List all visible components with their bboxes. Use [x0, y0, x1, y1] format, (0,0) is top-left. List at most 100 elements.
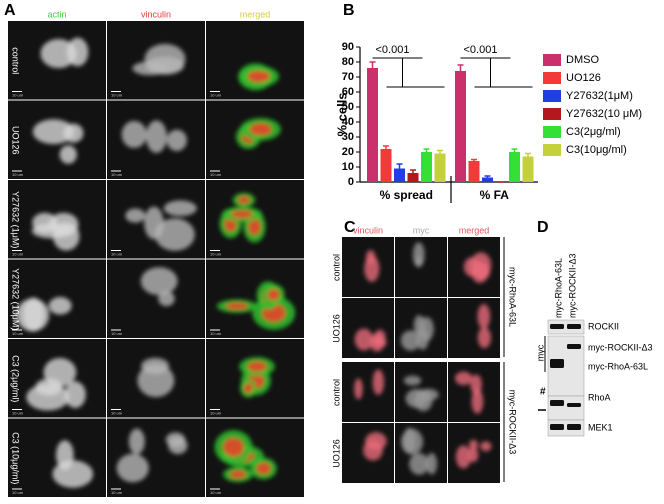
- group-label: myc-ROCKII-Δ3: [508, 390, 518, 455]
- y-tick-label: 60: [342, 86, 354, 98]
- band: [567, 324, 581, 329]
- scale-bar-label: 10 um: [210, 490, 222, 495]
- column-header: myc: [413, 225, 430, 235]
- cell-blob: [477, 303, 491, 330]
- cells: [400, 427, 438, 475]
- lane-label: myc-ROCKII-Δ3: [567, 253, 577, 318]
- band: [567, 344, 581, 349]
- scale-bar-label: 10 um: [111, 172, 123, 177]
- micrograph: [206, 259, 304, 338]
- cells: [477, 303, 491, 349]
- y-axis-label: % cells: [334, 92, 349, 136]
- cell-blob: [40, 38, 77, 69]
- cell-blob: [128, 428, 145, 455]
- cells: [235, 117, 281, 149]
- scale-bar-label: 10 um: [12, 411, 24, 416]
- legend-label: UO126: [566, 72, 601, 84]
- myc-label: myc: [535, 344, 545, 361]
- y-tick-label: 90: [342, 41, 354, 53]
- legend-label: C3(2μg/ml): [566, 126, 621, 138]
- cell-blob: [144, 43, 186, 75]
- cell-blob: [31, 223, 72, 239]
- cell-blob: [166, 129, 187, 152]
- cell-blob: [468, 439, 479, 450]
- cells: [454, 371, 484, 414]
- bar: [468, 161, 480, 182]
- cells: [364, 250, 380, 282]
- legend-swatch: [543, 126, 561, 138]
- bar: [509, 152, 520, 182]
- scale-bar-label: 10 um: [111, 411, 123, 416]
- x-tick-label: % spread: [380, 188, 433, 202]
- bar: [482, 177, 493, 182]
- cell-blob: [163, 200, 197, 217]
- cell-blob: [248, 217, 261, 236]
- marker: #: [540, 387, 546, 398]
- group-label: myc-RhoA-63L: [508, 267, 518, 327]
- cell-blob: [64, 381, 86, 409]
- cells: [140, 267, 178, 307]
- band: [550, 324, 564, 329]
- cell-blob: [225, 302, 248, 310]
- column-header: vinculin: [353, 225, 383, 235]
- scale-bar-label: 10 um: [111, 93, 123, 98]
- band-label: RhoA: [588, 392, 611, 402]
- cells: [216, 281, 296, 330]
- scale-bar-label: 10 um: [12, 331, 24, 336]
- panel-label: B: [343, 2, 355, 19]
- cell-blob: [354, 328, 374, 351]
- lane-label: myc-RhoA-63L: [553, 258, 563, 318]
- y-tick-label: 40: [342, 116, 354, 128]
- legend-swatch: [543, 72, 561, 84]
- cells: [137, 357, 175, 398]
- cell-blob: [116, 453, 149, 483]
- cell-blob: [223, 437, 244, 457]
- cells: [239, 357, 275, 398]
- cells: [403, 375, 439, 412]
- row-label: Y27632 (10μM): [11, 268, 21, 330]
- y-tick-label: 70: [342, 71, 354, 83]
- legend-swatch: [543, 108, 561, 120]
- row-label: C3 (2μg/ml): [11, 355, 21, 402]
- cell-blob: [249, 123, 272, 136]
- micrograph: [342, 362, 394, 422]
- y-tick-label: 80: [342, 56, 354, 68]
- cell-blob: [454, 371, 473, 386]
- row-label: control: [11, 47, 21, 74]
- bar: [522, 156, 534, 182]
- cell-blob: [125, 208, 146, 223]
- annotation: <0.001: [376, 44, 410, 56]
- row-label: UO126: [11, 126, 21, 155]
- cell-blob: [403, 427, 416, 454]
- cell-blob: [455, 445, 471, 469]
- cell-blob: [154, 218, 195, 251]
- cell-blob: [229, 470, 247, 479]
- scale-bar-label: 10 um: [12, 252, 24, 257]
- y-tick-label: 20: [342, 146, 354, 158]
- scale-bar-label: 10 um: [111, 331, 123, 336]
- y-tick-label: 50: [342, 101, 354, 113]
- legend-swatch: [543, 144, 561, 156]
- cell-blob: [409, 453, 429, 475]
- bar: [455, 71, 466, 182]
- legend-label: Y27632(10 μM): [566, 108, 642, 120]
- cell-blob: [414, 389, 433, 412]
- scale-bar-label: 10 um: [210, 93, 222, 98]
- cell-blob: [141, 357, 170, 375]
- bar: [394, 168, 405, 182]
- cell-blob: [247, 361, 267, 372]
- cells: [354, 369, 385, 400]
- cell-blob: [32, 119, 75, 145]
- column-header: vinculin: [141, 9, 171, 19]
- cell-blob: [230, 210, 254, 219]
- cell-blob: [372, 369, 385, 395]
- cells: [121, 120, 187, 153]
- scale-bar-label: 10 um: [111, 252, 123, 257]
- cell-blob: [354, 378, 363, 400]
- cell-blob: [121, 120, 147, 149]
- cells: [219, 192, 266, 243]
- cell-blob: [400, 330, 421, 351]
- cells: [26, 358, 86, 411]
- cell-blob: [412, 242, 425, 268]
